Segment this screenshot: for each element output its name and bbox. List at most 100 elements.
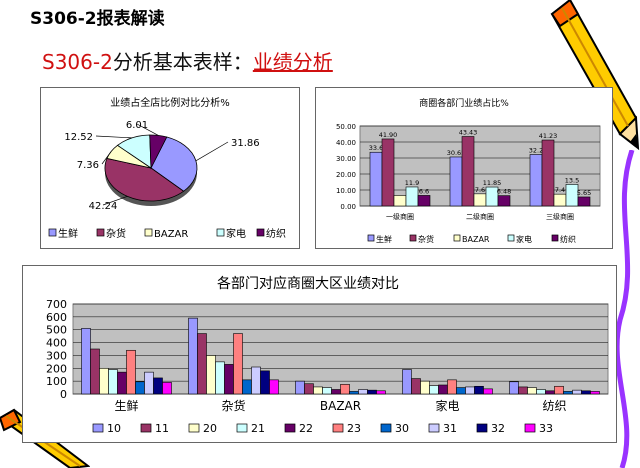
big-legend-swatch-3 — [236, 423, 248, 433]
pie-legend-label-3: 家电 — [226, 227, 246, 240]
bar-1-7 — [251, 366, 261, 395]
bar-2-4 — [331, 389, 341, 395]
bar-data-label-2-4: 5.65 — [577, 189, 591, 197]
big-legend-label-3: 21 — [251, 422, 265, 435]
pie-chart-title: 业绩占全店比例对比分析% — [110, 96, 230, 109]
bar-4-9 — [590, 391, 600, 395]
pie-data-label-0: 31.86 — [231, 138, 260, 149]
bar-1-4 — [497, 195, 511, 207]
pie-data-label-4: 6.01 — [126, 120, 148, 131]
bar-2-0 — [529, 154, 543, 207]
bar-2-0 — [295, 380, 305, 395]
bar-4-1 — [518, 386, 528, 395]
bar-legend-label-2: BAZAR — [462, 235, 490, 244]
bar-4-3 — [536, 389, 546, 395]
bar-0-0 — [369, 151, 383, 207]
bar-2-2 — [313, 386, 323, 395]
big-chart-title: 各部门对应商圈大区业绩对比 — [217, 275, 399, 292]
bar-data-label-1-3: 11.85 — [483, 179, 502, 187]
bar-2-1 — [304, 383, 314, 395]
bar-3-9 — [483, 388, 493, 395]
big-legend-swatch-7 — [428, 423, 440, 433]
pie-slice-1 — [104, 157, 185, 202]
bar-2-4 — [577, 196, 591, 207]
bar-3-3 — [429, 385, 439, 395]
y-tick-label-2: 30.00 — [336, 155, 356, 163]
big-legend-label-9: 33 — [539, 422, 553, 435]
big-legend-swatch-6 — [380, 423, 392, 433]
bar-2-3 — [322, 387, 332, 395]
bar-legend-swatch-3 — [507, 234, 515, 242]
bar-data-label-0-0: 33.6 — [369, 144, 383, 152]
bar-1-1 — [197, 333, 207, 395]
bar-legend-swatch-0 — [367, 234, 375, 242]
big-legend-swatch-0 — [92, 423, 104, 433]
bar-0-9 — [162, 382, 172, 395]
bar-2-8 — [367, 389, 377, 395]
subtitle-link[interactable]: 业绩分析 — [252, 50, 333, 74]
y-tick-label-0: 50.00 — [336, 123, 356, 131]
bar-0-6 — [135, 381, 145, 395]
pie-leader-2 — [101, 151, 112, 165]
bar-0-0 — [81, 328, 91, 395]
bar-4-7 — [572, 389, 582, 395]
bar-2-2 — [553, 193, 567, 207]
y-tick-label-7: 0 — [60, 388, 67, 401]
pie-data-label-1: 42.24 — [89, 201, 118, 212]
x-tick-label-3: 家电 — [435, 398, 459, 413]
bar-1-2 — [206, 355, 216, 395]
pie-legend-swatch-3 — [216, 228, 225, 237]
big-legend-swatch-8 — [476, 423, 488, 433]
x-tick-label-0: 生鲜 — [114, 399, 138, 413]
bar-chart: 商圈各部门业绩占比% 50.00 40.00 30.00 20.00 10.00 0.00… — [336, 97, 601, 244]
pie-legend-label-0: 生鲜 — [58, 227, 78, 240]
bar-3-5 — [447, 379, 457, 395]
bar-legend-swatch-2 — [453, 234, 461, 242]
bar-legend-label-4: 纺织 — [560, 234, 576, 244]
bar-0-4 — [117, 371, 127, 395]
big-legend-swatch-4 — [284, 423, 296, 433]
bar-0-1 — [90, 348, 100, 395]
pie-chart-panel: 业绩占全店比例对比分析% 31.86 42.24 7.36 12.52 6.01 生鲜 杂货… — [40, 87, 300, 249]
y-tick-label-1: 40.00 — [336, 139, 356, 147]
purple-swirl-decoration — [614, 150, 635, 468]
big-legend-label-5: 23 — [347, 422, 361, 435]
big-legend-label-8: 32 — [491, 422, 505, 435]
x-tick-label-2: 三级商圈 — [546, 212, 574, 221]
big-legend-swatch-9 — [524, 423, 536, 433]
bar-data-label-2-3: 13.5 — [565, 176, 579, 184]
pie-slice-0 — [150, 136, 198, 192]
pie-legend-swatch-4 — [256, 228, 265, 237]
page-title: S306-2报表解读 — [30, 9, 165, 29]
bar-2-3 — [565, 184, 579, 207]
y-tick-label-3: 20.00 — [336, 171, 356, 179]
bar-1-5 — [233, 333, 243, 395]
bar-0-5 — [126, 349, 136, 395]
big-legend-label-6: 30 — [395, 422, 409, 435]
pie-leader-0 — [195, 141, 229, 162]
bar-0-4 — [417, 195, 431, 207]
y-tick-label-4: 300 — [46, 349, 67, 362]
plot-area — [359, 125, 601, 207]
bar-legend-swatch-4 — [551, 234, 559, 242]
bar-4-5 — [554, 385, 564, 395]
bar-data-label-1-4: 6.48 — [497, 188, 511, 196]
big-legend-swatch-5 — [332, 423, 344, 433]
bar-3-4 — [438, 384, 448, 395]
pie-leader-4 — [136, 123, 159, 136]
big-legend-label-4: 22 — [299, 422, 313, 435]
big-legend-label-0: 10 — [107, 422, 121, 435]
bar-3-0 — [402, 369, 412, 395]
bar-2-6 — [349, 391, 359, 395]
big-legend-label-7: 31 — [443, 422, 457, 435]
y-tick-label-4: 10.00 — [336, 187, 356, 195]
subtitle-code: S306-2 — [42, 50, 113, 74]
bar-data-label-1-1: 43.43 — [459, 129, 478, 137]
bar-data-label-2-2: 7.4 — [555, 186, 565, 194]
pie-legend-label-4: 纺织 — [266, 227, 286, 240]
bar-1-9 — [269, 379, 279, 395]
y-tick-label-5: 0.00 — [340, 203, 356, 211]
x-tick-label-1: 杂货 — [221, 398, 245, 413]
pie-legend-label-2: BAZAR — [154, 229, 188, 240]
